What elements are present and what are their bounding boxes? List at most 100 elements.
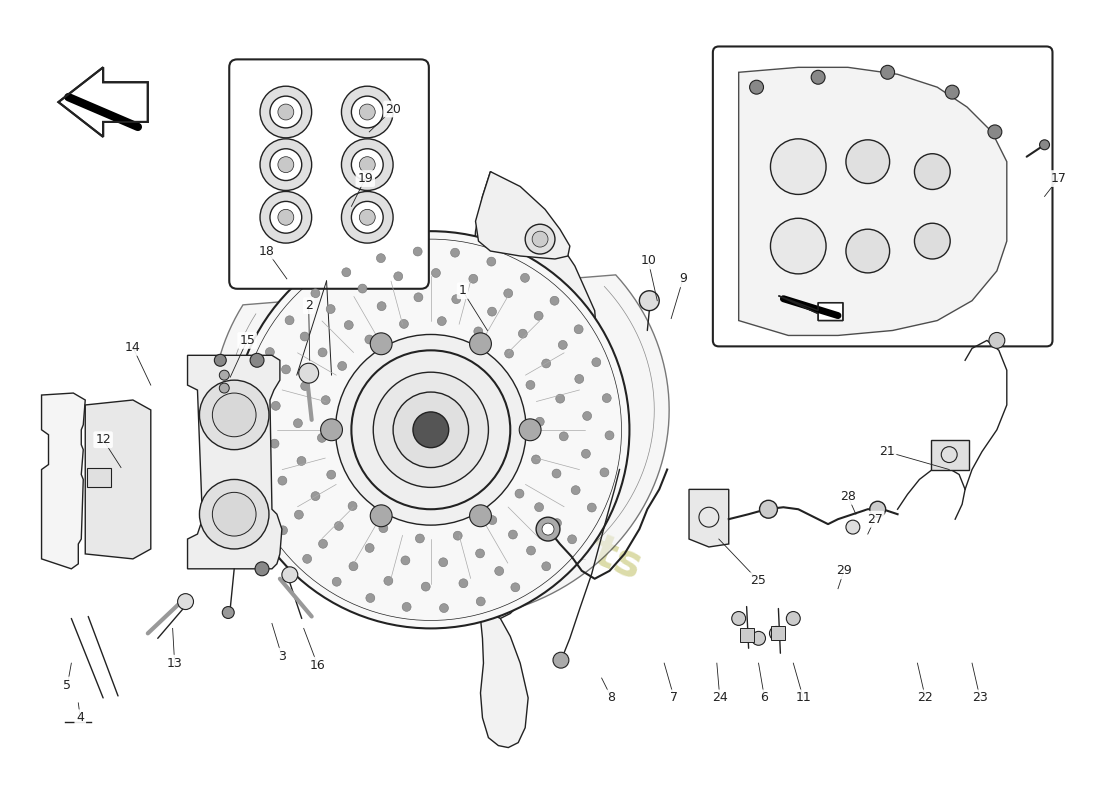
Circle shape xyxy=(261,493,270,502)
Circle shape xyxy=(341,191,393,243)
Circle shape xyxy=(336,334,526,525)
Text: 18: 18 xyxy=(258,245,275,258)
Circle shape xyxy=(351,149,383,181)
Circle shape xyxy=(870,502,886,517)
Circle shape xyxy=(451,248,460,257)
Circle shape xyxy=(265,347,274,357)
Circle shape xyxy=(360,104,375,120)
Circle shape xyxy=(582,450,591,458)
Circle shape xyxy=(311,492,320,501)
Text: 15: 15 xyxy=(239,334,255,347)
Circle shape xyxy=(751,631,766,646)
Circle shape xyxy=(439,558,448,566)
Circle shape xyxy=(535,311,543,320)
Circle shape xyxy=(559,341,568,350)
Circle shape xyxy=(297,457,306,466)
Circle shape xyxy=(811,70,825,84)
Circle shape xyxy=(453,531,462,540)
Circle shape xyxy=(527,546,536,555)
Circle shape xyxy=(770,626,783,640)
Circle shape xyxy=(270,202,301,233)
Circle shape xyxy=(414,247,422,256)
Circle shape xyxy=(278,476,287,485)
Circle shape xyxy=(351,350,510,510)
Circle shape xyxy=(366,594,375,602)
Circle shape xyxy=(474,327,483,336)
Circle shape xyxy=(365,335,374,344)
Circle shape xyxy=(278,157,294,173)
Circle shape xyxy=(438,317,447,326)
Circle shape xyxy=(759,500,778,518)
Polygon shape xyxy=(187,355,282,569)
Circle shape xyxy=(945,86,959,99)
Circle shape xyxy=(384,576,393,586)
Circle shape xyxy=(639,290,659,310)
Circle shape xyxy=(431,269,440,278)
Circle shape xyxy=(553,652,569,668)
Circle shape xyxy=(327,470,336,479)
Circle shape xyxy=(295,510,304,519)
Text: 9: 9 xyxy=(679,272,688,286)
Circle shape xyxy=(341,86,393,138)
Circle shape xyxy=(360,210,375,226)
Circle shape xyxy=(278,104,294,120)
Circle shape xyxy=(605,431,614,440)
Text: 11: 11 xyxy=(795,691,811,705)
Circle shape xyxy=(199,479,270,549)
Circle shape xyxy=(260,139,311,190)
Circle shape xyxy=(542,523,554,535)
Text: 22: 22 xyxy=(917,691,933,705)
Circle shape xyxy=(510,583,520,592)
Circle shape xyxy=(1040,140,1049,150)
Text: 27: 27 xyxy=(867,513,882,526)
Circle shape xyxy=(556,394,564,403)
Circle shape xyxy=(575,374,584,383)
Circle shape xyxy=(251,457,260,466)
Circle shape xyxy=(520,274,529,282)
Circle shape xyxy=(334,522,343,530)
Circle shape xyxy=(344,321,353,330)
Text: a passion for parts: a passion for parts xyxy=(194,371,648,588)
Text: 24: 24 xyxy=(712,691,728,705)
Circle shape xyxy=(177,594,194,610)
Circle shape xyxy=(525,224,556,254)
Circle shape xyxy=(495,566,504,575)
Bar xyxy=(932,440,969,470)
Circle shape xyxy=(536,517,560,541)
Circle shape xyxy=(412,412,449,448)
Circle shape xyxy=(338,362,346,370)
Text: 16: 16 xyxy=(310,658,326,672)
Circle shape xyxy=(583,411,592,421)
Circle shape xyxy=(248,420,256,429)
Circle shape xyxy=(504,289,513,298)
Polygon shape xyxy=(481,614,528,747)
Circle shape xyxy=(332,578,341,586)
Circle shape xyxy=(300,382,309,390)
FancyBboxPatch shape xyxy=(229,59,429,289)
Circle shape xyxy=(253,382,262,392)
Circle shape xyxy=(371,505,392,526)
Circle shape xyxy=(571,486,580,494)
Circle shape xyxy=(371,333,392,354)
Text: 19: 19 xyxy=(358,172,373,185)
Circle shape xyxy=(255,562,270,576)
Circle shape xyxy=(881,66,894,79)
Polygon shape xyxy=(58,67,147,137)
Text: 20: 20 xyxy=(385,102,402,115)
Circle shape xyxy=(250,354,264,367)
Circle shape xyxy=(505,349,514,358)
Circle shape xyxy=(487,257,496,266)
Circle shape xyxy=(377,302,386,310)
Circle shape xyxy=(550,296,559,306)
Circle shape xyxy=(846,140,890,183)
Polygon shape xyxy=(471,171,600,618)
Circle shape xyxy=(300,332,309,341)
Circle shape xyxy=(327,305,336,314)
Text: 17: 17 xyxy=(1050,172,1066,185)
Circle shape xyxy=(399,319,408,328)
Circle shape xyxy=(378,524,388,533)
Circle shape xyxy=(373,372,488,487)
Circle shape xyxy=(914,223,950,259)
Text: 7: 7 xyxy=(670,691,678,705)
Circle shape xyxy=(403,602,411,611)
